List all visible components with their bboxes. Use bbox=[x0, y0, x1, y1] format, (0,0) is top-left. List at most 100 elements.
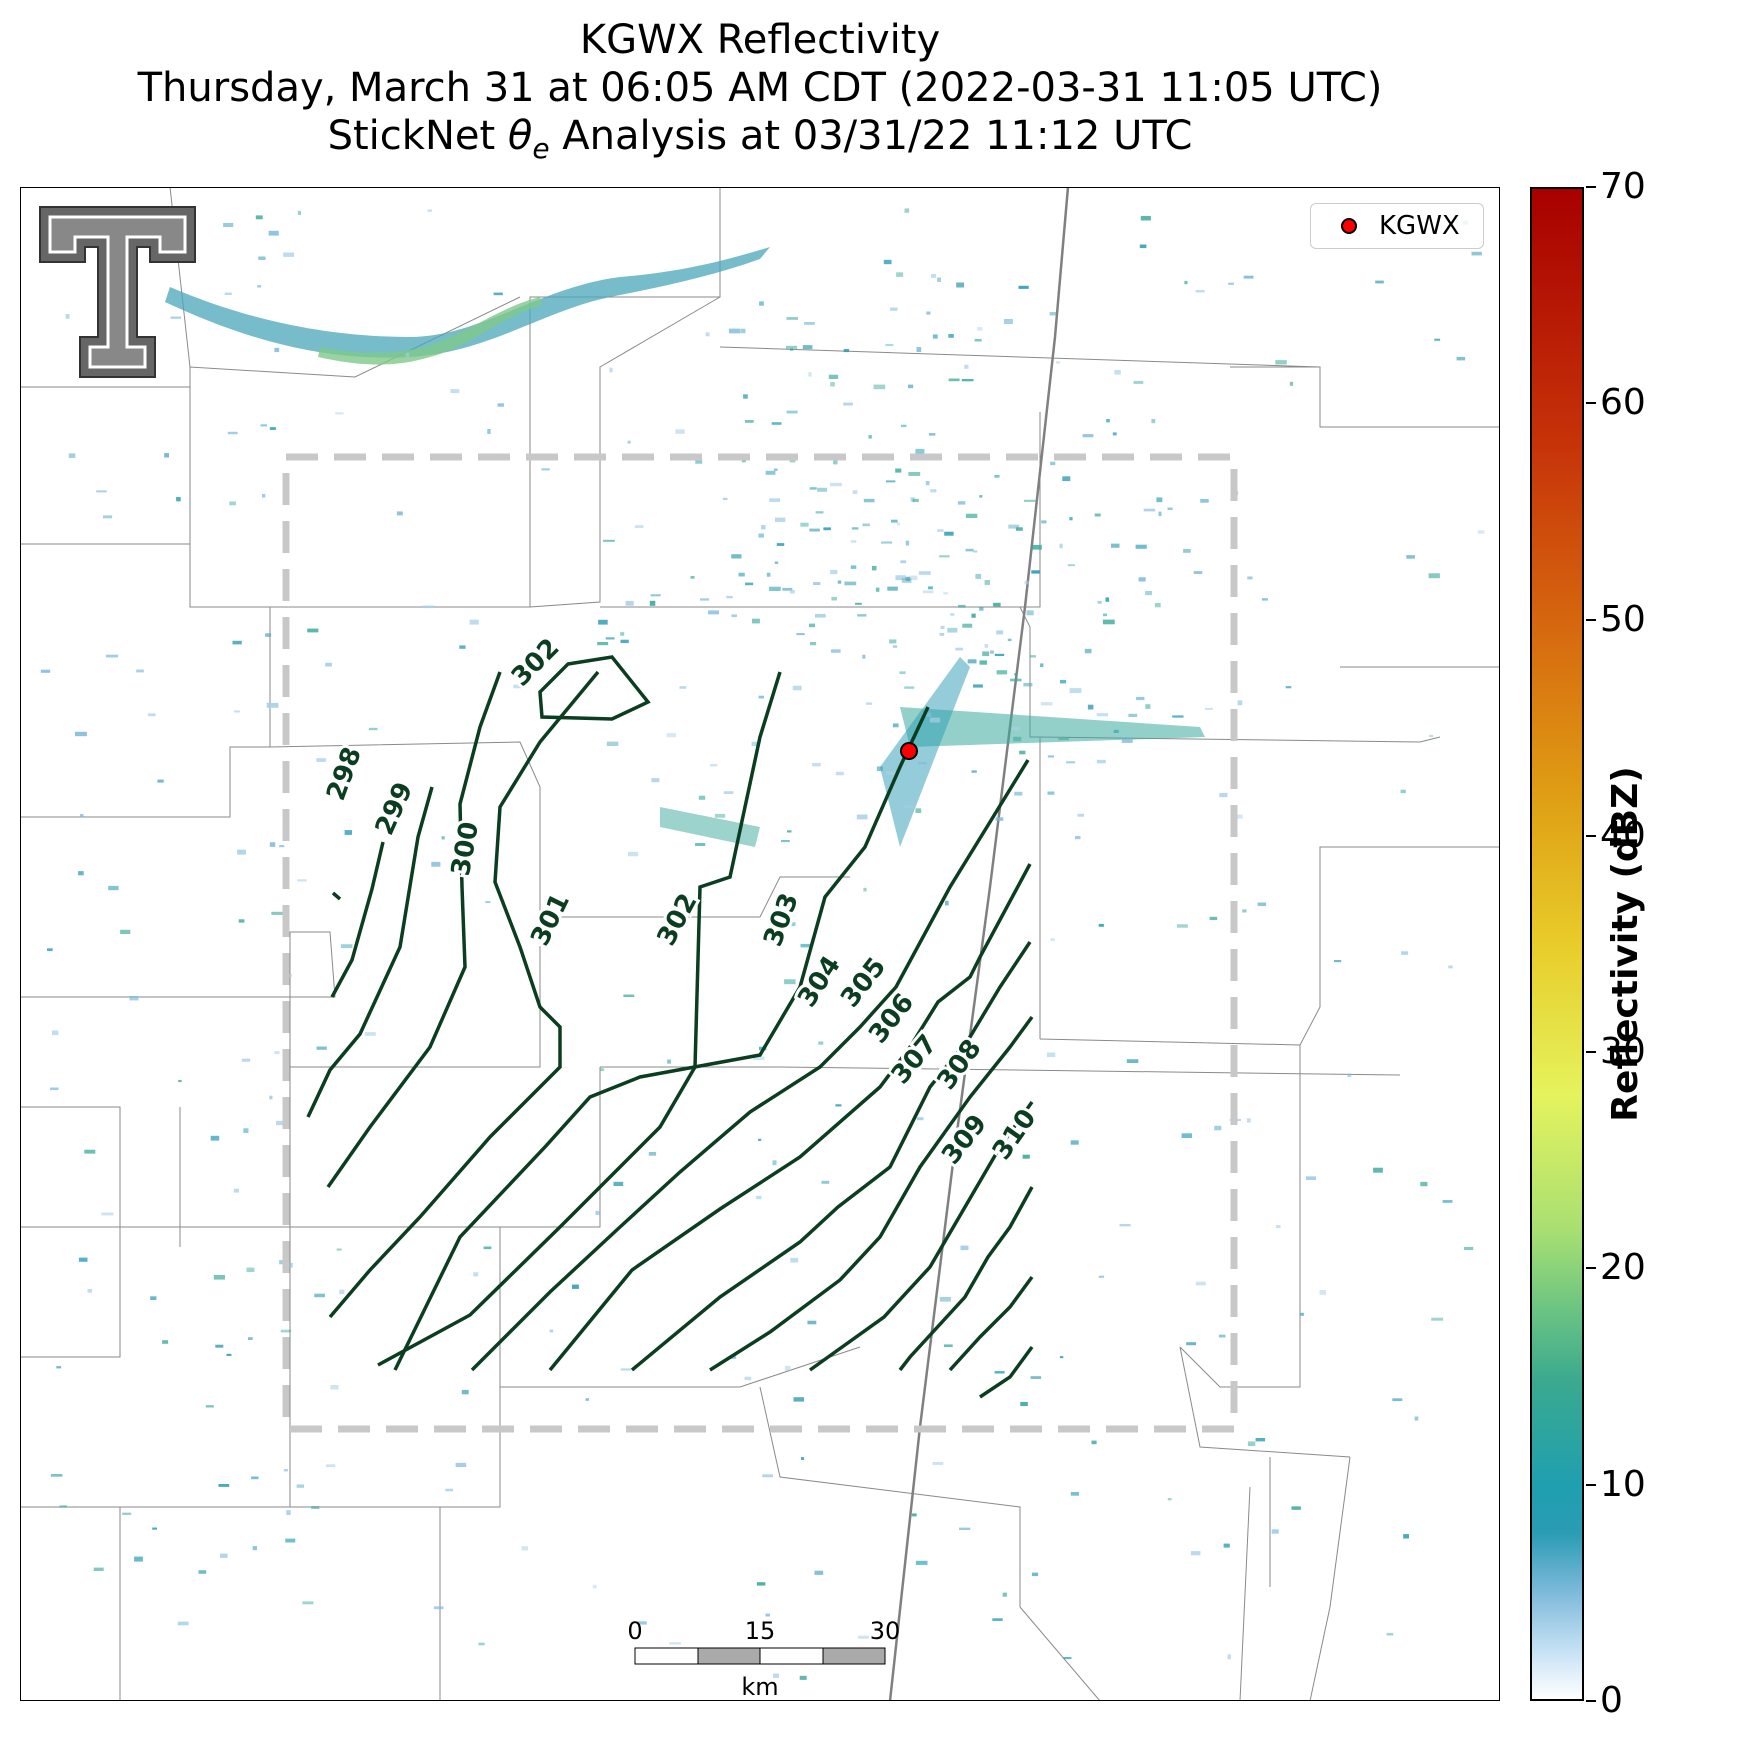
radar-speckle-cell bbox=[723, 791, 734, 794]
radar-speckle-cell bbox=[1406, 555, 1415, 559]
theta-e-contour-closed-302 bbox=[538, 655, 651, 721]
radar-speckle-cell bbox=[1077, 813, 1084, 817]
radar-speckle-cell bbox=[1030, 1376, 1042, 1379]
radar-speckle-cell bbox=[269, 427, 276, 430]
radar-speckle-cell bbox=[814, 1570, 824, 1575]
radar-speckle-cell bbox=[307, 628, 319, 633]
radar-speckle-cell bbox=[904, 208, 910, 213]
radar-speckle-cell bbox=[1024, 499, 1036, 502]
radar-speckle-cell bbox=[1023, 682, 1033, 687]
radar-speckle-cell bbox=[260, 424, 267, 427]
radar-speckle-cell bbox=[1031, 570, 1040, 574]
kgwx-radar-site-marker bbox=[900, 742, 918, 760]
radar-speckle-cell bbox=[1050, 461, 1056, 466]
radar-speckle-cell bbox=[1059, 543, 1063, 549]
radar-speckle-cell bbox=[1246, 1118, 1251, 1123]
theta-e-contour-line-9 bbox=[630, 941, 1032, 1372]
radar-speckle-cell bbox=[766, 572, 771, 577]
radar-speckle-cell bbox=[937, 529, 944, 532]
radar-speckle-cell bbox=[478, 1642, 485, 1646]
radar-speckle-cell bbox=[1431, 1317, 1444, 1321]
radar-speckle-cell bbox=[905, 540, 910, 546]
radar-speckle-cell bbox=[50, 1474, 63, 1477]
radar-speckle-cell bbox=[753, 1056, 765, 1060]
radar-speckle-cell bbox=[1013, 736, 1022, 742]
radar-speckle-cell bbox=[837, 580, 842, 584]
radar-speckle-cell bbox=[461, 1389, 469, 1395]
radar-speckle-cell bbox=[1098, 1275, 1105, 1278]
radar-speckle-cell bbox=[1032, 544, 1042, 550]
radar-speckle-cell bbox=[405, 352, 410, 357]
radar-speckle-cell bbox=[900, 424, 907, 428]
radar-speckle-cell bbox=[669, 1642, 681, 1645]
radar-speckle-cell bbox=[1257, 902, 1267, 907]
radar-speckle-cell bbox=[922, 712, 932, 717]
radar-speckle-cell bbox=[786, 410, 798, 414]
theta-e-contour-line-6 bbox=[393, 706, 930, 1371]
radar-speckle-cell bbox=[813, 582, 821, 585]
radar-speckle-cell bbox=[286, 1510, 291, 1515]
radar-speckle-cell bbox=[948, 378, 960, 382]
radar-speckle-cell bbox=[786, 317, 798, 320]
radar-speckle-cell bbox=[335, 412, 344, 415]
radar-speckle-cell bbox=[851, 527, 859, 530]
radar-speckle-cell bbox=[857, 614, 867, 617]
radar-speckle-cell bbox=[800, 943, 811, 948]
radar-speckle-cell bbox=[890, 307, 898, 311]
radar-speckle-cell bbox=[892, 723, 899, 728]
radar-speckle-cell bbox=[863, 887, 867, 892]
radar-speckle-cell bbox=[758, 533, 764, 538]
radar-speckle-cell bbox=[1022, 1154, 1030, 1159]
radar-speckle-cell bbox=[274, 1051, 280, 1055]
radar-speckle-cell bbox=[994, 1371, 1005, 1374]
radar-speckle-cell bbox=[979, 607, 984, 611]
radar-speckle-cell bbox=[807, 1320, 817, 1325]
radar-speckle-cell bbox=[316, 1046, 327, 1050]
radar-speckle-cell bbox=[866, 702, 872, 705]
radar-speckle-cell bbox=[1136, 696, 1145, 701]
radar-speckle-cell bbox=[283, 1469, 288, 1472]
radar-speckle-cell bbox=[103, 515, 113, 519]
radar-speckle-cell bbox=[775, 517, 786, 522]
radar-speckle-cell bbox=[895, 575, 906, 581]
radar-speckle-cell bbox=[862, 654, 866, 659]
radar-speckle-cell bbox=[52, 1030, 59, 1036]
radar-speckle-cell bbox=[1428, 573, 1440, 579]
radar-speckle-cell bbox=[280, 1329, 292, 1333]
radar-speckle-cell bbox=[994, 653, 1005, 656]
radar-speckle-cell bbox=[248, 1337, 253, 1340]
radar-speckle-cell bbox=[241, 1058, 251, 1062]
radar-speckle-cell bbox=[990, 650, 994, 654]
radar-speckle-cell bbox=[1347, 1073, 1352, 1078]
radar-speckle-cell bbox=[205, 1405, 214, 1408]
radar-speckle-cell bbox=[932, 1462, 944, 1465]
radar-speckle-cell bbox=[1195, 1281, 1206, 1286]
radar-speckle-cell bbox=[1429, 734, 1434, 737]
radar-speckle-cell bbox=[835, 771, 844, 776]
radar-speckle-cell bbox=[973, 684, 983, 688]
colorbar-tick-70 bbox=[1586, 186, 1596, 188]
radar-speckle-cell bbox=[1172, 715, 1184, 718]
radar-speckle-cell bbox=[771, 422, 782, 425]
colorbar-tick-0 bbox=[1586, 1700, 1596, 1702]
radar-speckle-cell bbox=[984, 644, 989, 648]
colorbar-tick-label-70: 70 bbox=[1600, 166, 1646, 207]
radar-speckle-cell bbox=[930, 489, 937, 493]
radar-speckle-cell bbox=[1242, 909, 1247, 913]
radar-speckle-cell bbox=[1299, 1312, 1304, 1316]
radar-speckle-cell bbox=[279, 845, 285, 848]
radar-speckle bbox=[40, 208, 1485, 1680]
radar-speckle-cell bbox=[995, 817, 1004, 821]
radar-speckle-cell bbox=[912, 498, 919, 503]
scalebar-tick-0: 0 bbox=[627, 1617, 643, 1645]
radar-speckle-cell bbox=[994, 475, 1000, 478]
radar-speckle-cell bbox=[106, 654, 118, 658]
radar-speckle-cell bbox=[1070, 1492, 1079, 1496]
title-line-1: KGWX Reflectivity bbox=[579, 17, 941, 63]
radar-speckle-cell bbox=[1105, 597, 1110, 602]
map-background bbox=[20, 187, 1500, 1701]
radar-speckle-cell bbox=[1158, 511, 1162, 517]
radar-speckle-cell bbox=[959, 1527, 971, 1530]
radar-speckle-cell bbox=[971, 770, 977, 773]
